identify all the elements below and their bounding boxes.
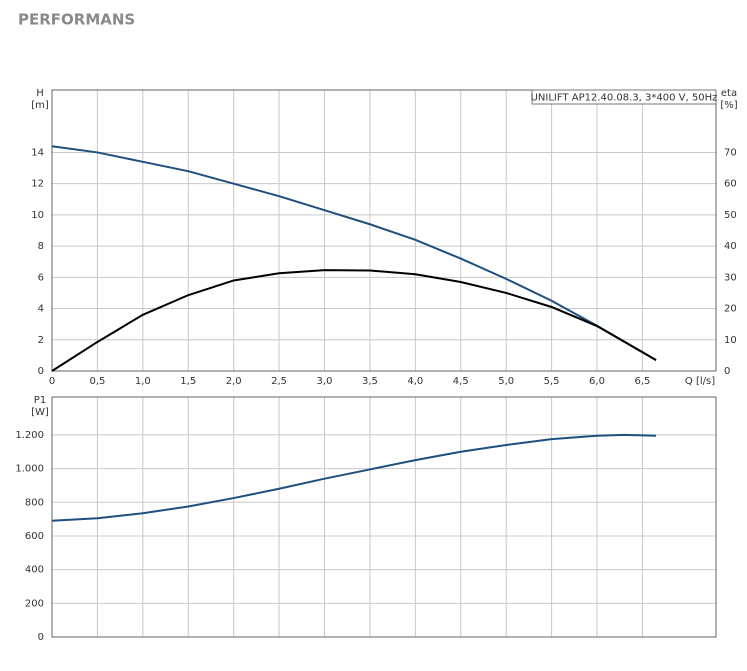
y-tick-label: 4 [38,304,44,315]
x-tick-label: 2,5 [271,376,287,387]
x-tick-label: 4,5 [453,376,469,387]
data-line [51,433,657,522]
y2-axis-unit: [%] [720,100,737,111]
page-title: PERFORMANS [18,11,135,29]
plot-area [52,90,716,371]
data-line [51,145,657,361]
x-axis-label: Q [l/s] [685,376,715,387]
y-tick-label: 6 [38,272,44,283]
x-tick-label: 0 [49,376,55,387]
plot-border [51,89,717,372]
y-tick-label: 1.000 [15,464,44,475]
y-axis-unit: [m] [31,100,49,111]
y2-tick-label: 30 [724,272,737,283]
y-tick-label: 0 [38,632,44,643]
y-tick-label: 10 [31,210,44,221]
x-tick-label: 1,0 [135,376,151,387]
x-tick-label: 3,0 [317,376,333,387]
plot-border [51,396,717,638]
x-tick-label: 6,0 [589,376,605,387]
y-tick-label: 600 [25,531,44,542]
y2-tick-label: 40 [724,241,737,252]
y-tick-label: 0 [38,366,44,377]
annotation: UNILIFT AP12.40.08.3, 3*400 V, 50Hz [531,89,718,105]
y2-tick-label: 10 [724,335,737,346]
y-tick-label: 2 [38,335,44,346]
x-tick-label: 5,0 [498,376,514,387]
annotation-box [531,89,717,105]
y-tick-label: 14 [31,147,44,158]
y2-tick-label: 60 [724,179,737,190]
y-axis-label: H [36,88,44,99]
y-axis-unit: [W] [31,407,49,418]
y2-tick-label: 70 [724,147,737,158]
x-tick-label: 3,5 [362,376,378,387]
y2-tick-label: 0 [724,366,730,377]
y-tick-label: 400 [25,565,44,576]
plot-area [52,397,716,637]
y2-tick-label: 20 [724,304,737,315]
x-tick-label: 1,5 [180,376,196,387]
y-tick-label: 12 [31,179,44,190]
y2-axis-label: eta [721,88,737,99]
x-tick-label: 4,0 [407,376,423,387]
y-tick-label: 200 [25,598,44,609]
x-tick-label: 2,0 [226,376,242,387]
x-tick-label: 0,5 [89,376,105,387]
y-tick-label: 1.200 [15,430,44,441]
y2-tick-label: 50 [724,210,737,221]
x-tick-label: 5,5 [544,376,560,387]
annotation-text: UNILIFT AP12.40.08.3, 3*400 V, 50Hz [531,93,718,104]
y-tick-label: 8 [38,241,44,252]
y-axis-label: P1 [34,395,46,406]
x-tick-label: 6,5 [634,376,650,387]
data-line [51,269,657,372]
y-tick-label: 800 [25,497,44,508]
